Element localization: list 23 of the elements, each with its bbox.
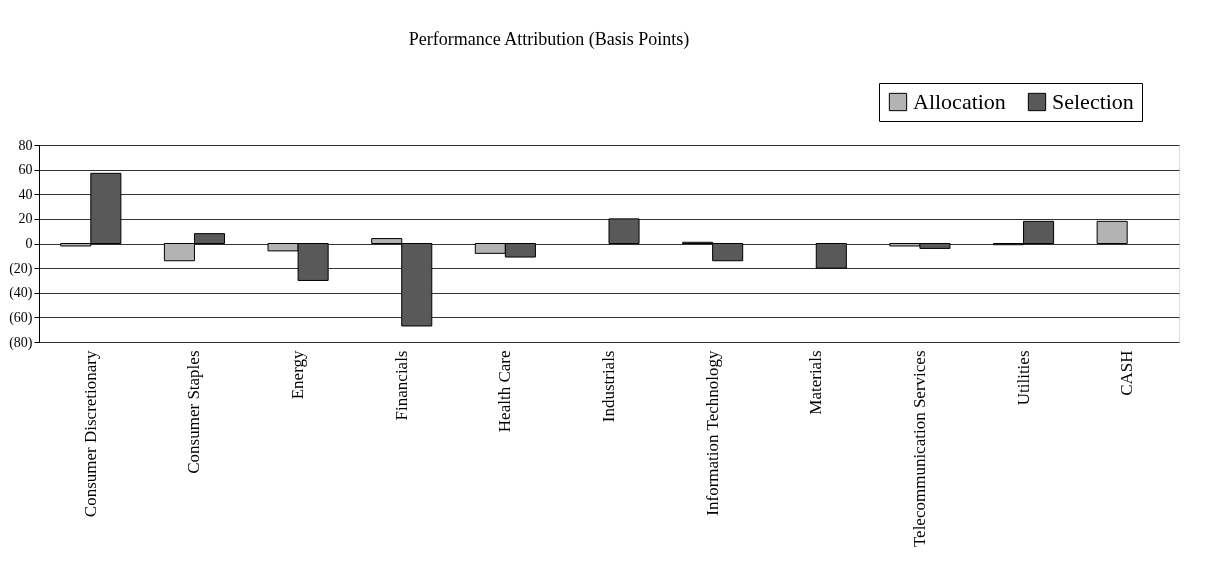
x-tick-label: Telecommunication Services [909, 350, 929, 548]
x-tick-label: Materials [806, 350, 826, 415]
y-tick-label: (40) [9, 285, 33, 302]
x-tick-label: Health Care [495, 350, 515, 433]
legend-label: Allocation [913, 89, 1006, 114]
y-tick-label: (60) [9, 309, 33, 326]
y-tick-label: (20) [9, 260, 33, 277]
y-tick-label: 80 [18, 137, 33, 153]
chart-title: Performance Attribution (Basis Points) [408, 28, 690, 50]
x-tick-label: Financials [391, 350, 411, 421]
y-tick-label: 60 [18, 162, 33, 178]
x-tick-label: Information Technology [702, 350, 722, 516]
x-tick-label: Energy [288, 350, 308, 400]
y-tick-label: (80) [9, 334, 33, 351]
x-tick-label: Industrials [599, 350, 618, 423]
y-tick-label: 40 [18, 186, 33, 202]
x-tick-label: CASH [1117, 350, 1137, 396]
x-tick-label: Utilities [1013, 350, 1033, 406]
x-tick-label: Consumer Discretionary [80, 350, 100, 518]
legend-label: Selection [1052, 89, 1134, 114]
x-tick-label: Consumer Staples [184, 350, 204, 474]
y-tick-label: 20 [18, 211, 33, 227]
y-tick-label: 0 [25, 236, 33, 251]
